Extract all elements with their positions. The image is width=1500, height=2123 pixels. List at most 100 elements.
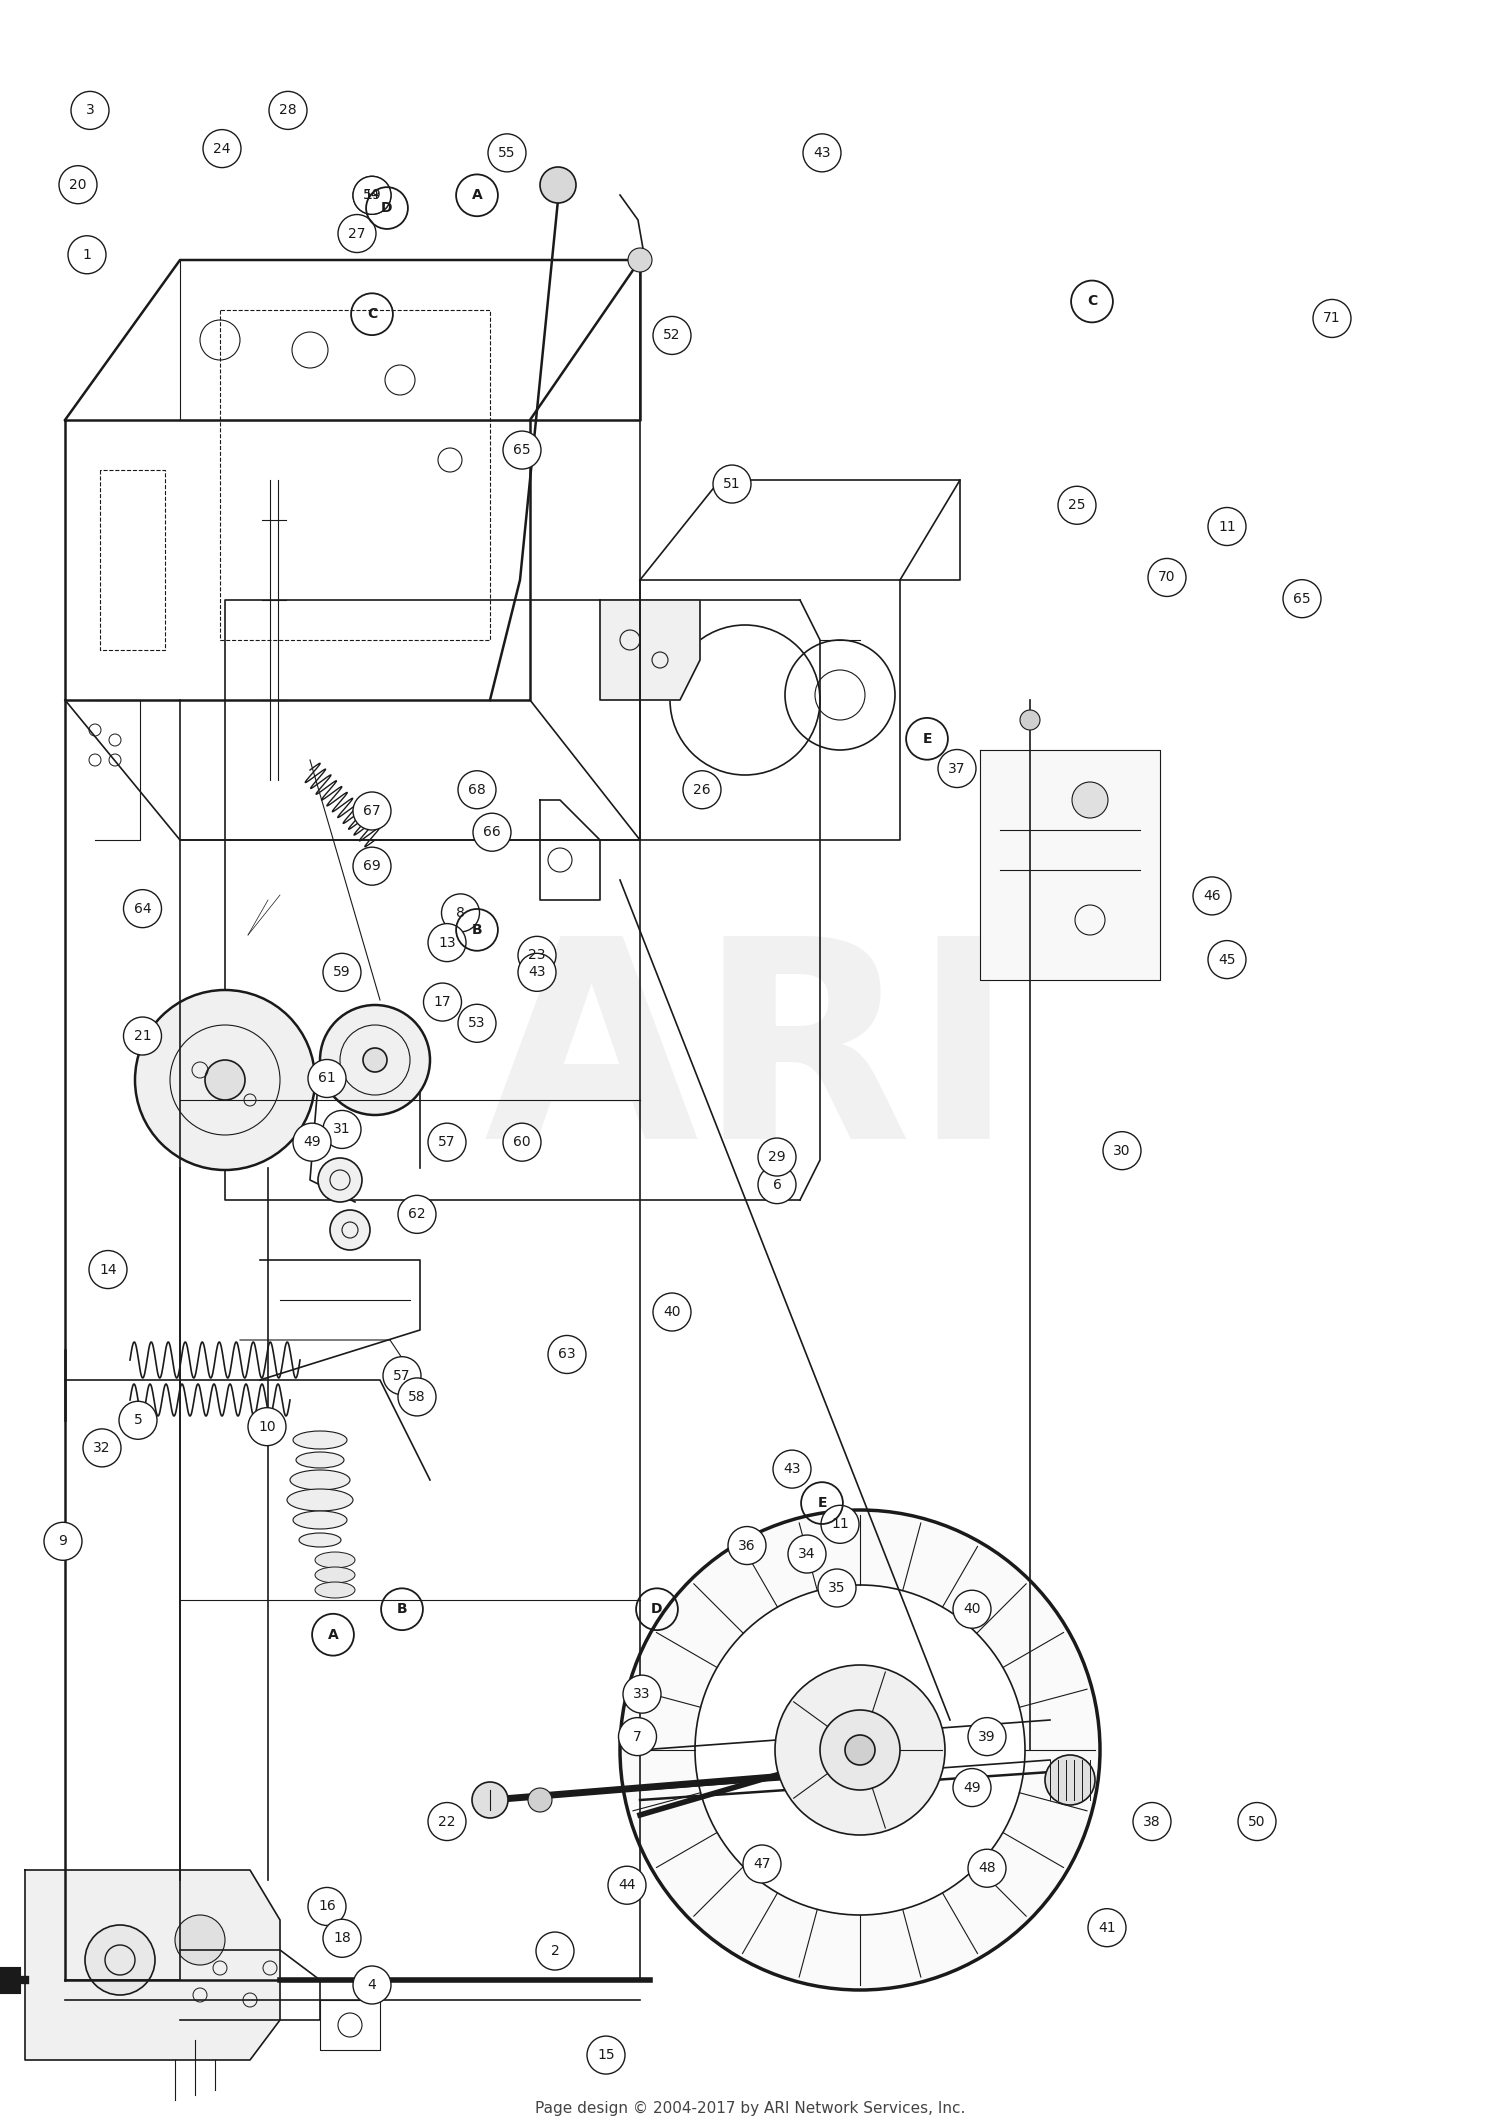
Text: 50: 50 — [1248, 1815, 1266, 1828]
Circle shape — [1208, 940, 1246, 979]
Circle shape — [458, 1004, 497, 1042]
Circle shape — [694, 1586, 1024, 1915]
Circle shape — [712, 465, 752, 503]
Circle shape — [728, 1526, 766, 1565]
Circle shape — [322, 953, 362, 991]
Text: 60: 60 — [513, 1136, 531, 1149]
Circle shape — [488, 134, 526, 172]
Text: 66: 66 — [483, 826, 501, 839]
Circle shape — [1072, 781, 1108, 817]
Text: 31: 31 — [333, 1123, 351, 1136]
Text: 8: 8 — [456, 907, 465, 919]
Text: 11: 11 — [831, 1518, 849, 1531]
Text: 43: 43 — [813, 146, 831, 159]
Text: E: E — [818, 1497, 827, 1509]
Text: 68: 68 — [468, 783, 486, 796]
Text: 41: 41 — [1098, 1921, 1116, 1934]
Text: 38: 38 — [1143, 1815, 1161, 1828]
Text: 57: 57 — [438, 1136, 456, 1149]
Circle shape — [758, 1166, 796, 1204]
Text: ARI: ARI — [484, 928, 1016, 1197]
Text: 64: 64 — [134, 902, 152, 915]
Text: 63: 63 — [558, 1348, 576, 1361]
Text: 39: 39 — [978, 1730, 996, 1743]
Circle shape — [652, 316, 692, 355]
Circle shape — [320, 1004, 430, 1115]
Circle shape — [427, 924, 466, 962]
Text: 17: 17 — [433, 996, 451, 1008]
Text: D: D — [651, 1603, 663, 1616]
Circle shape — [472, 813, 512, 851]
Ellipse shape — [315, 1582, 356, 1599]
Text: 40: 40 — [963, 1603, 981, 1616]
Text: 58: 58 — [408, 1391, 426, 1403]
Circle shape — [423, 983, 462, 1021]
Circle shape — [363, 1049, 387, 1072]
Text: 36: 36 — [738, 1539, 756, 1552]
Circle shape — [1208, 507, 1246, 546]
Text: 14: 14 — [99, 1263, 117, 1276]
Circle shape — [135, 989, 315, 1170]
Text: 22: 22 — [438, 1815, 456, 1828]
Ellipse shape — [286, 1488, 352, 1512]
Circle shape — [472, 1781, 508, 1817]
Circle shape — [70, 91, 110, 130]
Text: C: C — [1088, 295, 1096, 308]
Text: 49: 49 — [303, 1136, 321, 1149]
Circle shape — [318, 1157, 362, 1202]
Circle shape — [818, 1569, 856, 1607]
Text: 9: 9 — [58, 1535, 68, 1548]
Circle shape — [398, 1378, 436, 1416]
Circle shape — [952, 1768, 992, 1807]
Text: 71: 71 — [1323, 312, 1341, 325]
Text: 30: 30 — [1113, 1144, 1131, 1157]
Circle shape — [206, 1059, 245, 1100]
Text: 26: 26 — [693, 783, 711, 796]
Circle shape — [652, 1293, 692, 1331]
Text: 52: 52 — [663, 329, 681, 342]
Circle shape — [758, 1138, 796, 1176]
Ellipse shape — [290, 1469, 350, 1490]
Text: 67: 67 — [363, 805, 381, 817]
Text: 37: 37 — [948, 762, 966, 775]
Text: 61: 61 — [318, 1072, 336, 1085]
Circle shape — [58, 166, 98, 204]
Text: 3: 3 — [86, 104, 94, 117]
Circle shape — [44, 1522, 82, 1560]
Text: 16: 16 — [318, 1900, 336, 1913]
Text: E: E — [922, 732, 932, 745]
Circle shape — [1102, 1132, 1142, 1170]
Text: 6: 6 — [772, 1178, 782, 1191]
Text: 69: 69 — [363, 860, 381, 873]
Circle shape — [802, 134, 842, 172]
Text: 70: 70 — [1158, 571, 1176, 584]
Circle shape — [88, 1250, 128, 1289]
Circle shape — [518, 936, 556, 974]
Circle shape — [1238, 1802, 1276, 1841]
Circle shape — [123, 1017, 162, 1055]
Circle shape — [540, 168, 576, 204]
Polygon shape — [26, 1870, 280, 2059]
Text: 65: 65 — [1293, 592, 1311, 605]
Circle shape — [682, 771, 722, 809]
Circle shape — [427, 1123, 466, 1161]
Text: Page design © 2004-2017 by ARI Network Services, Inc.: Page design © 2004-2017 by ARI Network S… — [536, 2100, 964, 2115]
Circle shape — [248, 1408, 286, 1446]
Text: 5: 5 — [134, 1414, 142, 1427]
Text: A: A — [327, 1628, 339, 1641]
Circle shape — [1282, 580, 1322, 618]
Text: 65: 65 — [513, 444, 531, 456]
Circle shape — [772, 1450, 812, 1488]
Circle shape — [1192, 877, 1231, 915]
Circle shape — [776, 1664, 945, 1834]
Text: 40: 40 — [663, 1306, 681, 1318]
Circle shape — [938, 749, 976, 788]
Circle shape — [586, 2036, 626, 2074]
Text: 49: 49 — [963, 1781, 981, 1794]
Text: 43: 43 — [528, 966, 546, 979]
Circle shape — [503, 431, 542, 469]
Text: 19: 19 — [363, 189, 381, 202]
Text: B: B — [396, 1603, 408, 1616]
Text: 24: 24 — [213, 142, 231, 155]
Text: 27: 27 — [348, 227, 366, 240]
